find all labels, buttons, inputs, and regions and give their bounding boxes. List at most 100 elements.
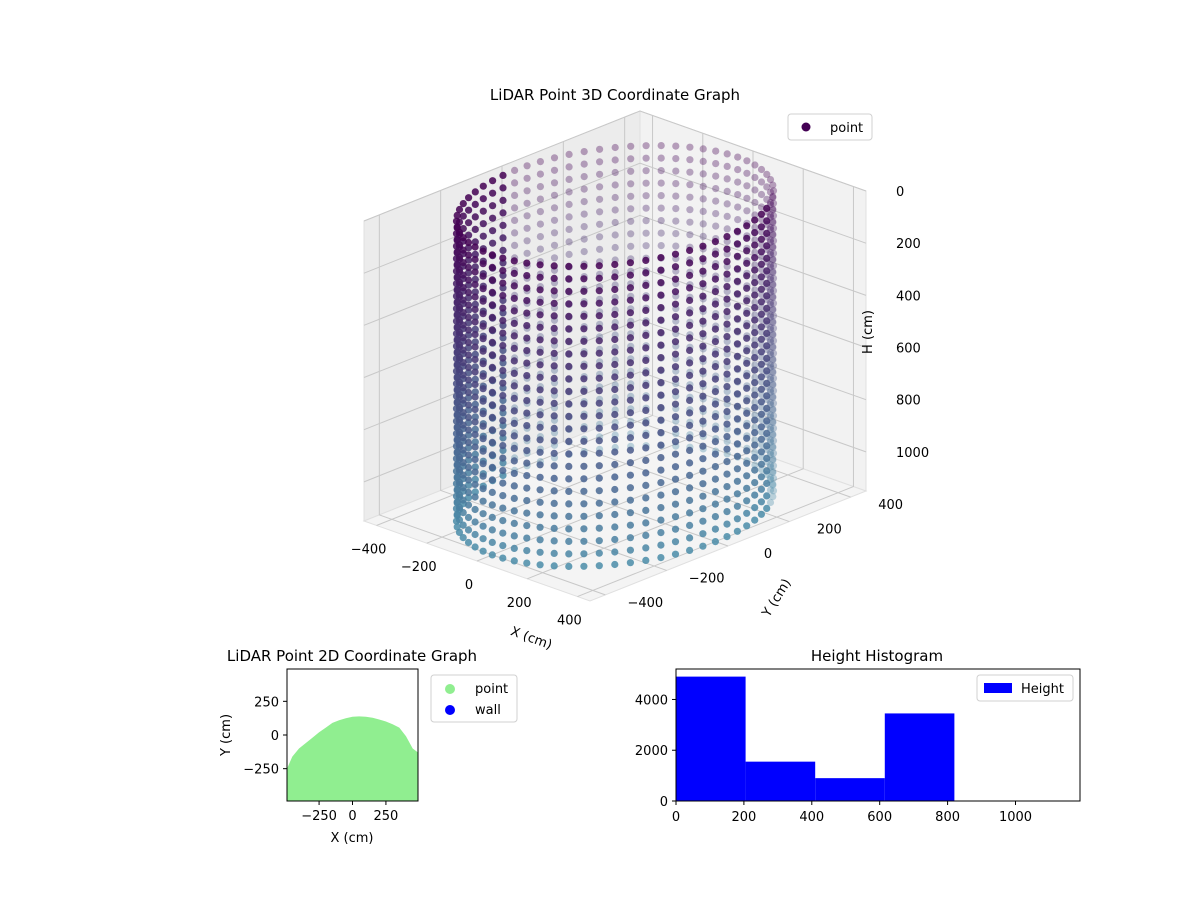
- data-point: [455, 328, 464, 336]
- data-point: [766, 261, 775, 269]
- data-point: [626, 396, 635, 404]
- data-point: [763, 342, 771, 350]
- data-point: [580, 425, 588, 433]
- data-point: [455, 253, 464, 261]
- data-point: [743, 397, 751, 405]
- data-point: [471, 313, 479, 321]
- data-point: [671, 338, 680, 346]
- data-point: [743, 459, 751, 467]
- data-point: [672, 242, 680, 250]
- data-point: [536, 273, 544, 281]
- data-point: [499, 379, 507, 387]
- data-point: [657, 504, 665, 512]
- data-point: [751, 329, 759, 337]
- data-point: [455, 416, 464, 424]
- data-point: [455, 266, 464, 274]
- data-point: [453, 310, 461, 318]
- chart-2d: LiDAR Point 2D Coordinate Graph −250 0 250…: [219, 647, 518, 846]
- data-point: [523, 409, 531, 417]
- data-point: [743, 347, 751, 355]
- data-point: [657, 179, 665, 187]
- data-point: [459, 396, 467, 404]
- data-point: [711, 288, 720, 296]
- data-point: [510, 357, 518, 365]
- data-point: [499, 429, 507, 437]
- y-tick-label-hist: 4000: [635, 693, 668, 708]
- data-point: [627, 180, 635, 188]
- y-axis-label-2d: Y (cm): [219, 714, 234, 757]
- data-point: [523, 384, 531, 392]
- data-point: [743, 169, 751, 177]
- data-point: [596, 183, 604, 191]
- data-point: [499, 417, 507, 425]
- plot-frame-hist: [675, 668, 1081, 802]
- data-point: [743, 472, 751, 480]
- data-point: [479, 347, 487, 355]
- data-point: [595, 262, 603, 270]
- data-point: [471, 350, 479, 358]
- data-point: [611, 193, 619, 202]
- data-point: [711, 275, 720, 283]
- data-point: [595, 374, 603, 382]
- data-point: [536, 448, 544, 456]
- data-point: [751, 341, 759, 349]
- data-point: [763, 317, 771, 325]
- data-point: [523, 459, 531, 467]
- data-point: [723, 395, 731, 403]
- data-point: [769, 444, 777, 452]
- data-point: [751, 361, 759, 369]
- data-point: [769, 355, 777, 363]
- data-point: [766, 323, 775, 332]
- data-point: [751, 291, 759, 299]
- data-point: [769, 318, 777, 326]
- data-point: [769, 481, 777, 489]
- data-point: [488, 426, 496, 434]
- data-point: [565, 562, 573, 571]
- data-point: [453, 435, 461, 443]
- data-point: [751, 398, 759, 407]
- data-point: [672, 230, 680, 238]
- data-point: [657, 204, 665, 212]
- data-point: [711, 300, 720, 308]
- data-point: [565, 550, 573, 558]
- data-point: [565, 213, 573, 221]
- data-point: [455, 528, 464, 537]
- data-point: [523, 187, 531, 195]
- data-point: [611, 548, 619, 556]
- data-point: [712, 222, 720, 230]
- data-point: [763, 242, 771, 250]
- data-point: [523, 334, 531, 342]
- legend-2d-marker-point: [445, 684, 455, 694]
- data-point: [595, 274, 603, 282]
- data-point: [550, 524, 558, 533]
- data-point: [699, 242, 707, 250]
- data-point: [611, 218, 619, 227]
- data-point: [733, 290, 742, 298]
- data-point: [471, 425, 479, 433]
- data-point: [479, 422, 487, 430]
- data-point: [455, 366, 464, 374]
- data-point: [733, 402, 742, 410]
- data-point: [471, 443, 479, 451]
- data-point: [657, 466, 665, 474]
- data-point: [479, 435, 487, 443]
- data-point: [743, 484, 751, 492]
- data-point: [536, 536, 544, 544]
- data-point: [723, 225, 731, 233]
- data-point: [769, 281, 777, 289]
- data-point: [464, 538, 473, 547]
- data-point: [523, 447, 531, 455]
- data-point: [499, 209, 507, 217]
- data-point: [763, 417, 771, 425]
- data-point: [743, 194, 751, 202]
- data-point: [751, 429, 759, 437]
- data-point: [686, 284, 694, 292]
- data-point: [459, 384, 467, 392]
- data-point: [550, 374, 558, 382]
- data-point: [711, 388, 720, 396]
- data-point: [550, 312, 558, 320]
- data-point: [595, 512, 603, 520]
- data-point: [769, 193, 777, 201]
- data-point: [769, 368, 777, 376]
